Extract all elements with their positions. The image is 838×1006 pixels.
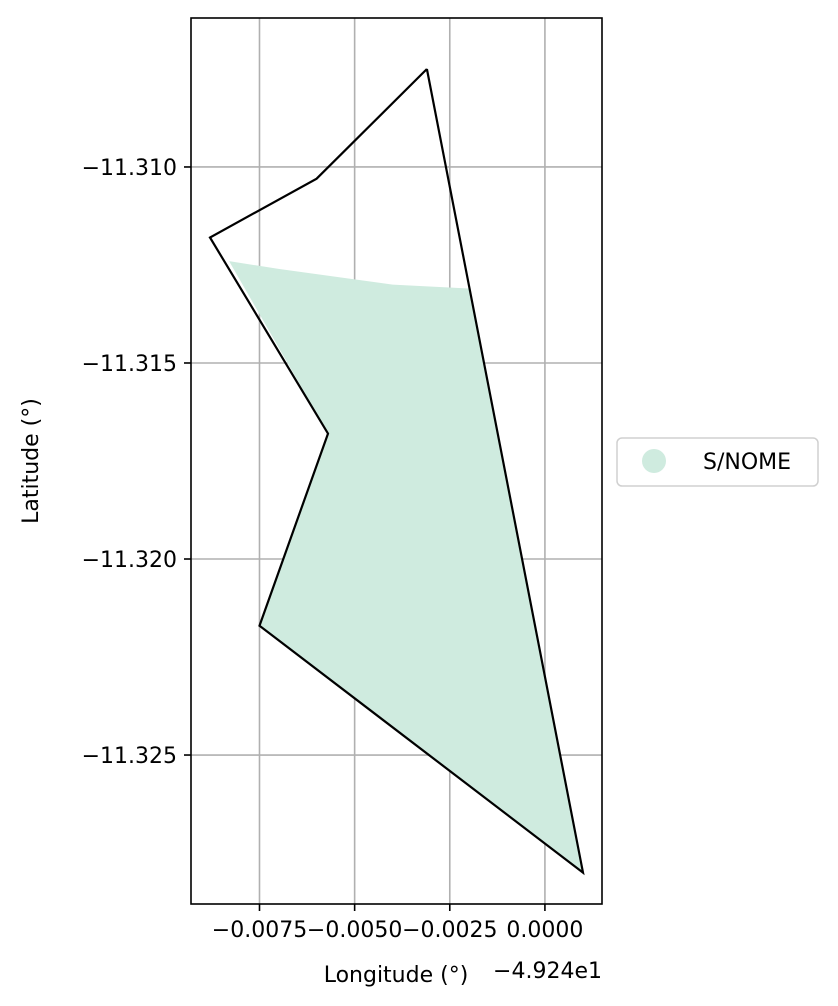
- plot-frame: [190, 17, 603, 905]
- series-layer: [208, 68, 585, 876]
- y-tick-label: −11.325: [82, 744, 177, 769]
- legend-label: S/NOME: [703, 450, 791, 475]
- x-tick-label: −0.0025: [402, 918, 497, 943]
- legend-box: [616, 437, 819, 487]
- legend-swatch: [642, 449, 666, 473]
- x-tick-label: −0.0075: [212, 918, 307, 943]
- x-tick-label: 0.0000: [506, 918, 583, 943]
- y-tick-label: −11.310: [82, 156, 177, 181]
- y-tick-label: −11.315: [82, 352, 177, 377]
- legend: S/NOME: [616, 437, 819, 487]
- x-axis-label: Longitude (°): [324, 963, 469, 988]
- series-fill: [229, 261, 583, 873]
- x-tick-labels: −0.0075 −0.0050 −0.0025 0.0000: [212, 918, 584, 943]
- x-offset-label: −4.924e1: [493, 959, 602, 984]
- tick-marks: [184, 166, 546, 911]
- series-outline: [208, 68, 585, 876]
- y-tick-label: −11.320: [82, 548, 177, 573]
- y-axis-label: Latitude (°): [19, 398, 44, 524]
- y-tick-labels: −11.310 −11.315 −11.320 −11.325: [82, 156, 177, 769]
- x-tick-label: −0.0050: [307, 918, 402, 943]
